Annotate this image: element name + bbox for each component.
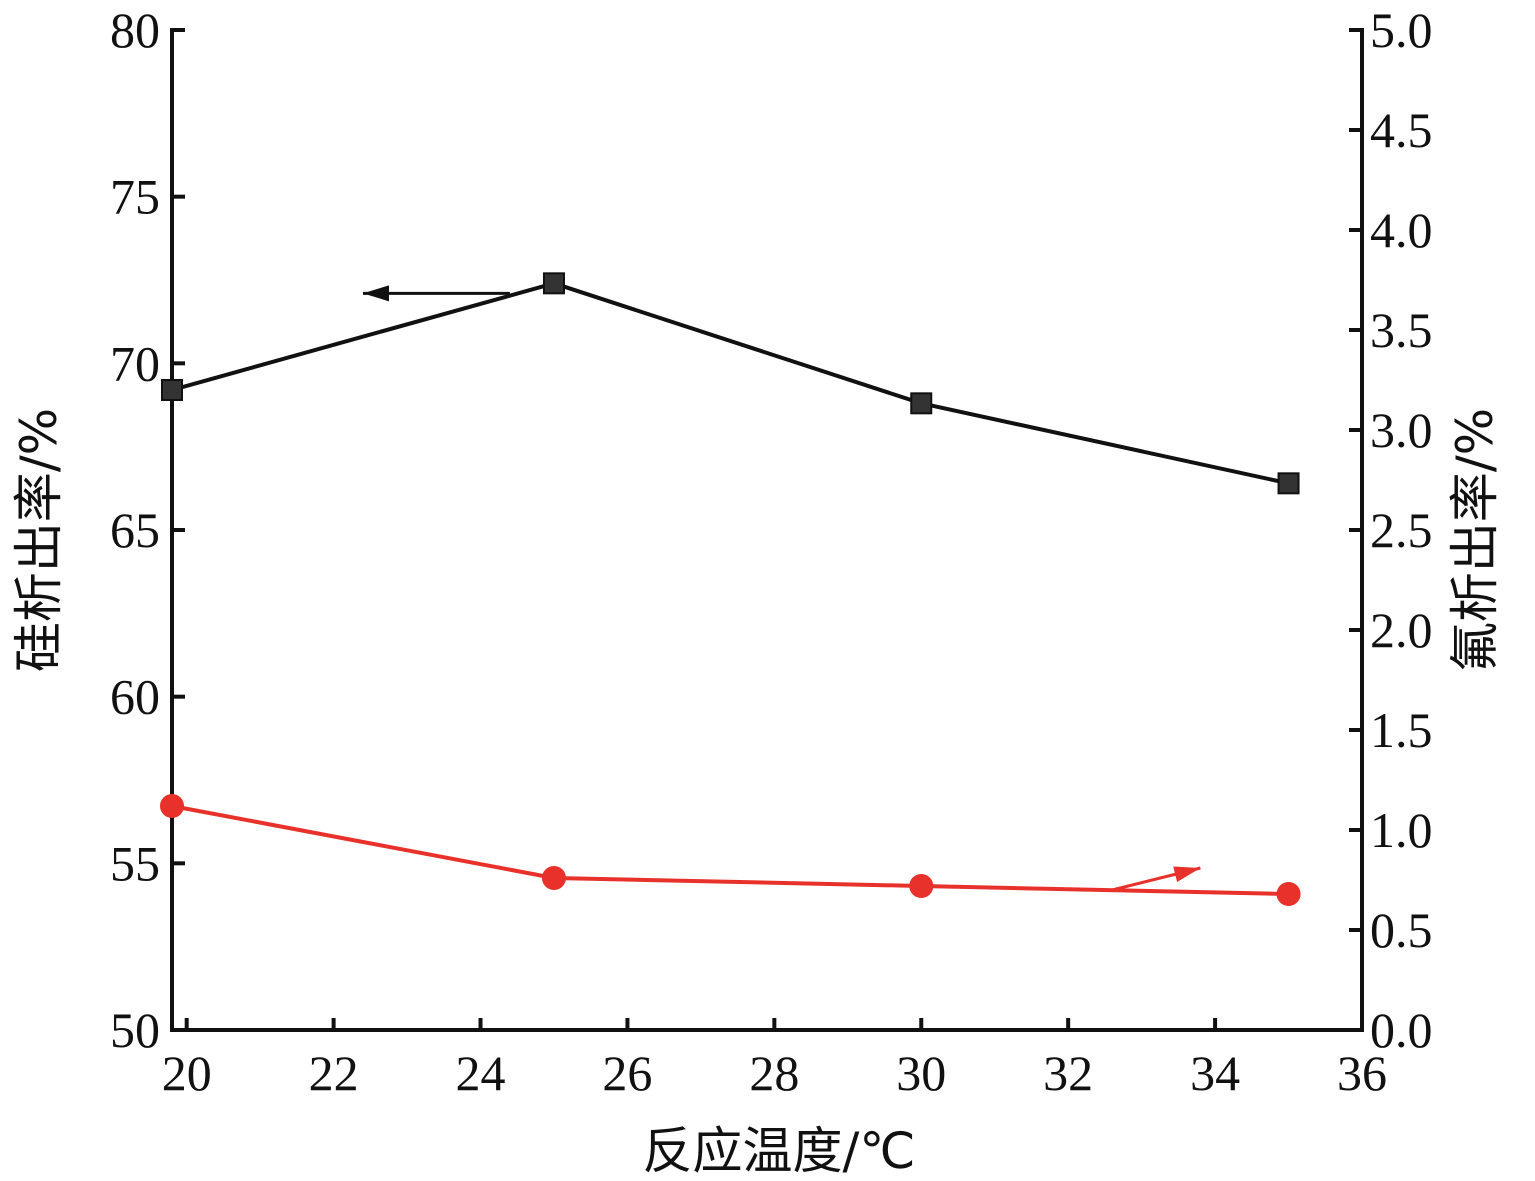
x-tick-label: 32 [1043,1045,1093,1101]
y-right-tick-label: 3.0 [1370,402,1433,458]
y-right-tick-label: 4.5 [1370,102,1433,158]
x-tick-label: 26 [602,1045,652,1101]
y-right-axis-title: 氟析出率/% [1446,408,1504,672]
series-layer [160,272,1301,906]
x-tick-label: 28 [749,1045,799,1101]
y-left-tick-label: 50 [110,1002,160,1058]
x-axis-title: 反应温度/℃ [643,1122,916,1180]
arrow-1-head [362,285,389,302]
y-right-tick-label: 1.0 [1370,802,1433,858]
y-left-tick-label: 55 [110,835,160,891]
series-2-point [160,794,184,818]
y-left-tick-label: 65 [110,502,160,558]
y-right-tick-label: 4.0 [1370,202,1433,258]
series-1-point [910,392,933,415]
arrow-2-head [1173,866,1201,883]
y-left-tick-label: 75 [110,169,160,225]
y-right-tick-label: 3.5 [1370,302,1433,358]
x-tick-label: 36 [1337,1045,1387,1101]
x-tick-label: 24 [456,1045,506,1101]
y-left-tick-label: 60 [110,669,160,725]
y-left-tick-label: 80 [110,2,160,58]
series-2-point [1276,882,1301,906]
x-tick-label: 22 [309,1045,359,1101]
series-1-point [161,379,183,401]
x-tick-label: 34 [1190,1045,1240,1101]
y-right-tick-label: 2.0 [1370,602,1433,658]
x-tick-label: 20 [162,1045,212,1101]
series-1-point [542,272,565,295]
series-2-point [541,866,566,890]
series-2-line [171,804,1289,896]
annotation-layer [362,285,1201,892]
y-right-tick-label: 1.5 [1370,702,1433,758]
y-left-axis-title: 硅析出率/% [10,408,68,672]
axes: 20 22 24 26 28 30 32 34 36 50 55 60 65 70 75 80 0.0 0.5 1.… [110,2,1433,1101]
y-right-tick-label: 0.5 [1370,902,1433,958]
series-2-point [909,874,934,898]
y-left-tick-label: 70 [110,335,160,391]
x-tick-label: 30 [896,1045,946,1101]
y-right-tick-label: 2.5 [1370,502,1433,558]
y-right-tick-label: 0.0 [1370,1002,1433,1058]
y-right-tick-label: 5.0 [1370,2,1433,58]
series-1-point [1277,472,1300,495]
series-1-line [171,281,1289,486]
